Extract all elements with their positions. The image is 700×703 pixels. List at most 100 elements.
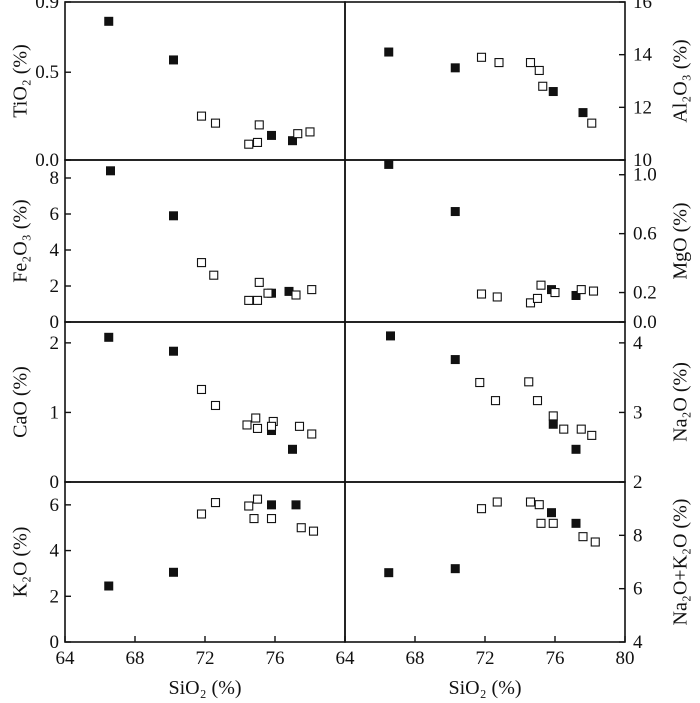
data-point-open — [210, 118, 221, 128]
data-point-open — [196, 258, 207, 268]
panel-frame — [64, 159, 346, 323]
y-tick-label: 0.2 — [633, 283, 657, 304]
data-point-filled — [169, 55, 178, 65]
data-point-open — [590, 537, 600, 547]
data-point-open — [196, 384, 207, 395]
series-open — [475, 377, 597, 440]
data-point-open — [576, 285, 586, 295]
data-point-open — [244, 501, 254, 511]
data-point-open — [548, 518, 558, 528]
data-point-filled — [288, 136, 297, 146]
data-point-open — [196, 111, 207, 121]
data-point-filled — [571, 290, 581, 300]
data-point-open — [307, 285, 317, 295]
x-tick-label: 64 — [56, 648, 76, 669]
data-point-open — [550, 287, 560, 298]
x-tick-label: 72 — [476, 648, 495, 669]
y-ticks: 0 1 2 — [50, 333, 71, 493]
series-open — [476, 52, 597, 128]
y-tick-label: 6 — [633, 579, 643, 600]
panel-frame — [64, 321, 346, 483]
data-point-open — [538, 81, 548, 91]
data-point-filled — [450, 355, 460, 365]
data-point-open — [209, 270, 219, 280]
data-point-filled — [291, 500, 301, 510]
data-point-filled — [106, 166, 115, 176]
panel-frame — [344, 321, 626, 483]
data-point-open — [252, 423, 263, 433]
y-axis-label: Na₂O+K₂O (%) — [670, 499, 692, 626]
data-point-open — [532, 293, 543, 303]
y-tick-label: 1.0 — [633, 165, 657, 186]
y-axis-label: Na₂O (%) — [670, 362, 692, 442]
y-ticks: 4 6 8 — [619, 525, 643, 653]
data-point-open — [576, 424, 586, 434]
data-point-open — [266, 421, 277, 431]
data-point-open — [548, 411, 558, 421]
panel-bottom-left: 0 2 4 6 64 68 72 76 SiO₂ (%) K₂O (%) — [10, 481, 346, 699]
panel-mid-upper-left: 0 2 4 6 8 Fe₂O₃ (%) — [10, 159, 346, 333]
panel-top-left: 0.0 0.5 0.9 TiO₂ (%) — [10, 0, 346, 171]
data-point-open — [476, 289, 487, 299]
y-tick-label: 2 — [50, 276, 60, 297]
x-axis-label: SiO₂ (%) — [448, 677, 521, 699]
panel-top-right: 10 12 14 16 Al₂O₃ (%) — [344, 0, 692, 171]
x-tick-label: 76 — [266, 648, 285, 669]
data-point-open — [251, 413, 261, 423]
y-tick-label: 12 — [633, 97, 652, 118]
y-tick-label: 0.0 — [633, 312, 657, 333]
data-point-open — [534, 65, 544, 76]
data-point-open — [559, 424, 569, 434]
series-open — [196, 258, 317, 305]
data-point-filled — [104, 332, 114, 342]
data-point-open — [254, 120, 264, 130]
x-ticks: 64 68 72 76 80 — [336, 636, 635, 669]
panel-frame — [344, 1, 626, 161]
data-point-open — [492, 497, 502, 507]
data-point-open — [525, 497, 536, 507]
y-axis-label: Fe₂O₃ (%) — [10, 199, 32, 282]
data-point-open — [244, 139, 254, 149]
y-tick-label: 6 — [50, 495, 60, 516]
y-ticks: 10 12 14 16 — [619, 0, 653, 171]
data-point-filled — [450, 564, 460, 574]
data-point-open — [524, 377, 534, 387]
y-axis-label: CaO (%) — [10, 366, 32, 438]
data-point-filled — [450, 207, 460, 217]
data-point-open — [476, 504, 487, 514]
data-point-filled — [284, 286, 294, 296]
y-tick-label: 0.5 — [35, 62, 59, 83]
y-tick-label: 0.6 — [633, 224, 657, 245]
y-tick-label: 8 — [50, 168, 60, 189]
series-filled — [106, 166, 294, 298]
data-point-open — [307, 429, 317, 439]
y-tick-label: 14 — [633, 45, 653, 66]
series-open — [196, 494, 319, 536]
data-point-open — [196, 509, 207, 519]
data-point-open — [266, 514, 277, 524]
data-point-open — [291, 290, 301, 300]
y-tick-label: 1 — [50, 402, 60, 423]
data-point-open — [210, 498, 221, 508]
data-point-filled — [386, 331, 395, 341]
series-open — [196, 384, 317, 439]
y-ticks: 0 2 4 6 8 — [50, 168, 71, 333]
data-point-filled — [288, 444, 297, 454]
y-tick-label: 4 — [50, 240, 60, 261]
y-tick-label: 2 — [50, 333, 60, 354]
panel-mid-upper-right: 0.0 0.2 0.6 1.0 MgO (%) — [344, 159, 692, 333]
y-ticks: 2 3 4 — [619, 333, 643, 493]
data-point-open — [587, 118, 597, 128]
data-point-filled — [384, 47, 394, 57]
data-point-filled — [384, 159, 394, 169]
data-point-open — [534, 500, 544, 510]
data-point-open — [532, 396, 543, 406]
data-point-filled — [169, 211, 178, 221]
data-point-open — [293, 129, 303, 139]
data-point-open — [252, 494, 263, 504]
data-point-open — [242, 420, 252, 430]
data-point-open — [476, 52, 487, 62]
data-point-open — [587, 430, 597, 440]
